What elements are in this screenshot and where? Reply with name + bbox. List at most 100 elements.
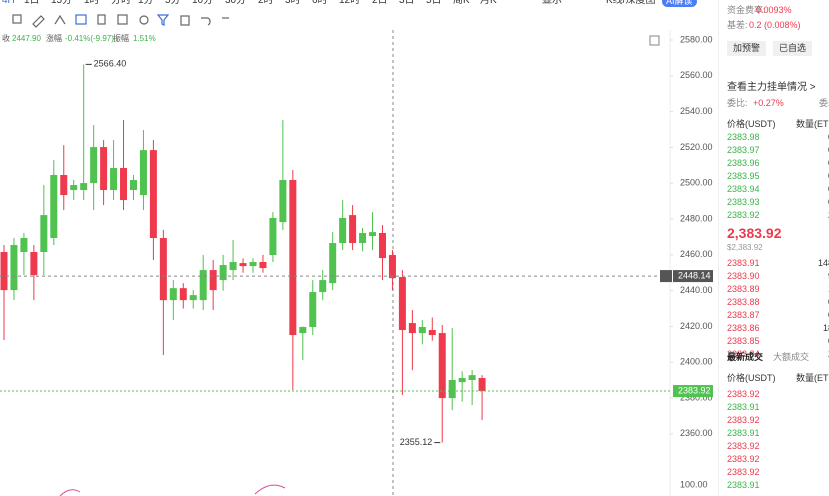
candle-body [169, 288, 177, 301]
interval-tab[interactable]: 12时 [339, 0, 361, 6]
interval-tab[interactable]: 6时 [312, 0, 328, 6]
high-label: 2566.40 [94, 59, 127, 69]
candle-body [478, 378, 486, 392]
candle-body [239, 263, 247, 267]
crosshair-plus-bg [660, 270, 672, 283]
indicator-line [59, 484, 286, 496]
info-change-label: 涨幅 [46, 34, 62, 43]
trade-price: 2383.92 [727, 454, 760, 464]
quantity: 0 [828, 336, 829, 347]
trade-price: 2383.92 [727, 415, 760, 425]
trade-price: 2383.92 [727, 467, 760, 477]
candle-body [219, 265, 227, 281]
trade-tab[interactable]: 最新成交 [727, 352, 764, 362]
trade-price: 2383.92 [727, 441, 760, 451]
candle-body [50, 175, 58, 239]
interval-tab[interactable]: 5分 [165, 0, 181, 6]
trade-tab[interactable]: 大额成交 [773, 352, 810, 362]
column-header: 数量(ET [796, 373, 829, 383]
candle-body [120, 168, 128, 201]
last-price-bg [673, 385, 713, 398]
candle-body [199, 270, 207, 301]
interval-tab[interactable]: 分时 [111, 0, 131, 6]
crosshair-label: 2448.14 [678, 270, 711, 280]
trade-price: 2383.91 [727, 480, 760, 490]
candle-body [129, 180, 137, 191]
panel-button[interactable]: 已自选 [773, 41, 813, 56]
candle-body [438, 333, 446, 399]
candle-body [249, 262, 257, 267]
trade-price: 2383.92 [727, 389, 760, 399]
interval-tab[interactable]: 月K [480, 0, 497, 6]
funding: 0.0093% [756, 5, 792, 15]
panel-button[interactable]: 加预警 [727, 41, 767, 56]
info-close-label: 收 [2, 34, 10, 43]
interval-tab[interactable]: 3日 [399, 0, 415, 6]
quantity: 0 [828, 197, 829, 208]
interval-tab[interactable]: 2日 [372, 0, 388, 6]
interval-tab[interactable]: 1时 [84, 0, 100, 6]
bid-price: 2383.84 [727, 349, 760, 359]
bid-price: 2383.89 [727, 284, 760, 294]
interval-tab[interactable]: 1分 [138, 0, 154, 6]
bid-price: 2383.86 [727, 323, 760, 333]
column-header: 价格(USDT) [727, 119, 776, 129]
y-tick-label: 2420.00 [680, 321, 713, 331]
bid-price: 2383.85 [727, 336, 760, 346]
interval-tab[interactable]: 2时 [258, 0, 274, 6]
candle-body [0, 251, 8, 291]
ask-price: 2383.98 [727, 132, 760, 142]
interval-tab[interactable]: 15分 [51, 0, 73, 6]
candle-body [349, 215, 357, 244]
candle-body [259, 262, 267, 269]
candle-body [20, 238, 28, 252]
candle-body [319, 280, 327, 293]
candle-body [10, 245, 18, 291]
quantity: 148 [817, 258, 829, 268]
quantity: 9 [828, 271, 829, 282]
candle-body [179, 288, 187, 301]
candle-body [428, 330, 436, 336]
bid-price: 2383.91 [727, 258, 760, 268]
column-header: 价格(USDT) [727, 373, 776, 383]
info-change: -0.41%(-9.97) [65, 34, 114, 43]
candle-body [90, 147, 98, 184]
y-tick-label: 2380.00 [680, 392, 713, 402]
y-tick-label: 2540.00 [680, 106, 713, 116]
y-tick-label: 2580.00 [680, 34, 713, 44]
column-header: 数量(ET [796, 119, 829, 129]
candle-body [30, 251, 38, 276]
low-label: 2355.12 [400, 437, 433, 447]
ai-button[interactable]: AI解读 [662, 0, 697, 7]
quantity: 0 [828, 171, 829, 182]
last-price-label: 2383.92 [678, 385, 711, 395]
interval-tab[interactable]: 4H [2, 0, 15, 6]
interval-tab[interactable]: 3时 [285, 0, 301, 6]
diff-label: 委差 [819, 98, 829, 108]
view-select[interactable]: K线/深度图 [606, 0, 656, 6]
info-close: 2447.90 [12, 34, 41, 43]
quantity: 1 [828, 284, 829, 295]
info-amp: 1.51% [133, 34, 156, 43]
candle-body [80, 183, 88, 191]
candle-body [359, 233, 367, 244]
quantity: 0 [828, 184, 829, 195]
candle-body [468, 375, 476, 380]
candle-body [388, 255, 396, 279]
quantity: 0 [828, 158, 829, 169]
candle-body [139, 150, 147, 196]
interval-tab[interactable]: 30分 [225, 0, 247, 6]
main-orders-link[interactable]: 查看主力挂单情况 > [727, 82, 816, 93]
candle-body [418, 326, 426, 334]
interval-tab[interactable]: 5日 [426, 0, 442, 6]
basis: 0.2 (0.008%) [749, 20, 801, 30]
display-btn[interactable]: 显示 [542, 0, 562, 6]
ratio-label: 委比: [727, 98, 748, 108]
candle-body [398, 277, 406, 331]
interval-tab[interactable]: 10分 [192, 0, 214, 6]
side-panel: 资金费率: 0.0093% 基差: 0.2 (0.008%) 加预警 已自选 查看主力挂单情… [718, 0, 829, 496]
interval-tab[interactable]: 1日 [24, 0, 40, 6]
candle-body [100, 147, 108, 191]
interval-tab[interactable]: 周K [453, 0, 470, 6]
candle-body [339, 217, 347, 244]
